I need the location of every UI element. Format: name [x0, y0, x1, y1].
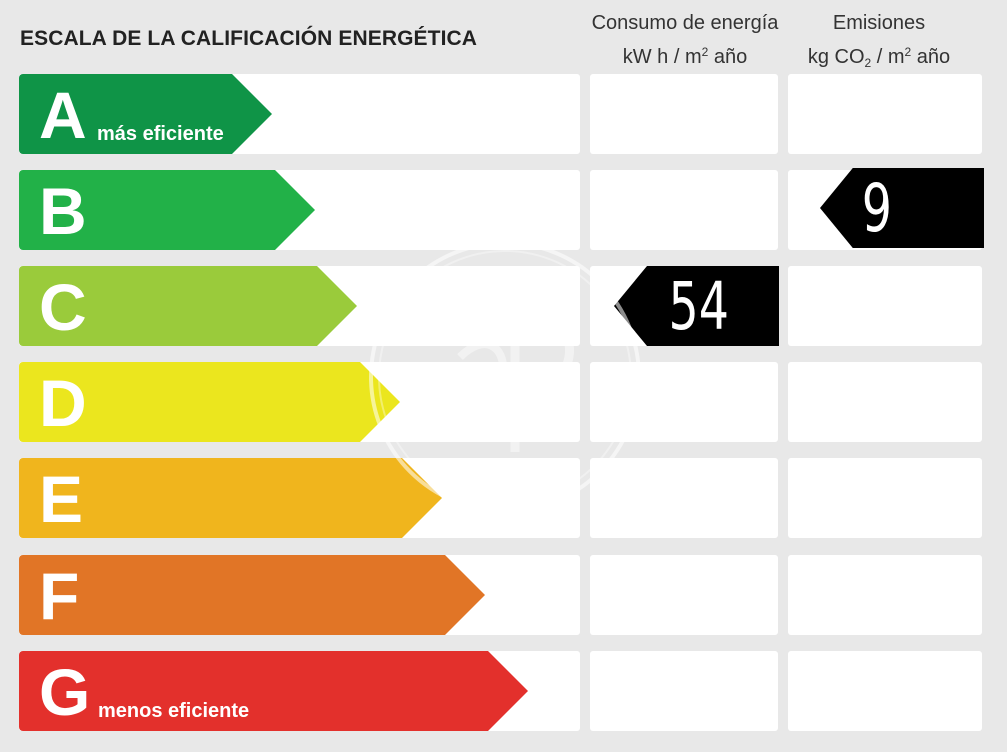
rating-row-a: A más eficiente: [0, 74, 1007, 154]
rating-bar-b: B: [19, 170, 315, 250]
rating-row-g: G menos eficiente: [0, 651, 1007, 731]
rating-sublabel: menos eficiente: [98, 700, 250, 722]
emissions-cell: [788, 362, 982, 442]
emissions-value: 9: [861, 169, 892, 247]
emissions-column-title: Emisiones: [832, 12, 926, 34]
rating-row-b: B 9: [0, 168, 1007, 250]
energy-cell: [590, 651, 778, 731]
energy-cell: [590, 74, 778, 154]
energy-value-marker: 54: [614, 266, 779, 346]
rating-bar-c: C: [19, 266, 357, 346]
emissions-cell: [788, 74, 982, 154]
energy-column-unit: kW h / m2 año: [622, 45, 748, 68]
rating-letter: E: [39, 462, 84, 536]
page-title: ESCALA DE LA CALIFICACIÓN ENERGÉTICA: [20, 27, 478, 50]
rating-bar-e: E: [19, 458, 442, 538]
rating-bar-d: D: [19, 362, 400, 442]
emissions-column-unit: kg CO2 / m2 año: [807, 45, 951, 70]
rating-letter: B: [39, 174, 87, 248]
rating-row-f: F: [0, 555, 1007, 635]
emissions-cell: [788, 266, 982, 346]
rating-letter: C: [39, 270, 87, 344]
rating-row-e: E: [0, 458, 1007, 538]
rating-bar-a: A más eficiente: [19, 74, 272, 154]
rating-letter: A: [39, 78, 87, 152]
energy-value: 54: [668, 267, 729, 345]
emissions-cell: [788, 555, 982, 635]
emissions-cell: [788, 651, 982, 731]
emissions-cell: [788, 458, 982, 538]
emissions-column-header: Emisiones kg CO2 / m2 año: [779, 9, 979, 78]
energy-cell: [590, 362, 778, 442]
rating-bar-f: F: [19, 555, 485, 635]
energy-cell: [590, 555, 778, 635]
rating-row-d: D: [0, 362, 1007, 442]
rating-bar-g: G menos eficiente: [19, 651, 528, 731]
rating-sublabel: más eficiente: [97, 123, 224, 145]
rating-letter: F: [39, 559, 80, 633]
energy-cell: [590, 458, 778, 538]
rating-row-c: C 54: [0, 266, 1007, 346]
energy-column-header: Consumo de energía kW h / m2 año: [585, 9, 785, 72]
emissions-value-marker: 9: [820, 168, 984, 248]
energy-column-title: Consumo de energía: [591, 12, 779, 34]
rating-letter: D: [39, 366, 87, 440]
rating-letter: G: [39, 655, 91, 729]
energy-cell: [590, 170, 778, 250]
